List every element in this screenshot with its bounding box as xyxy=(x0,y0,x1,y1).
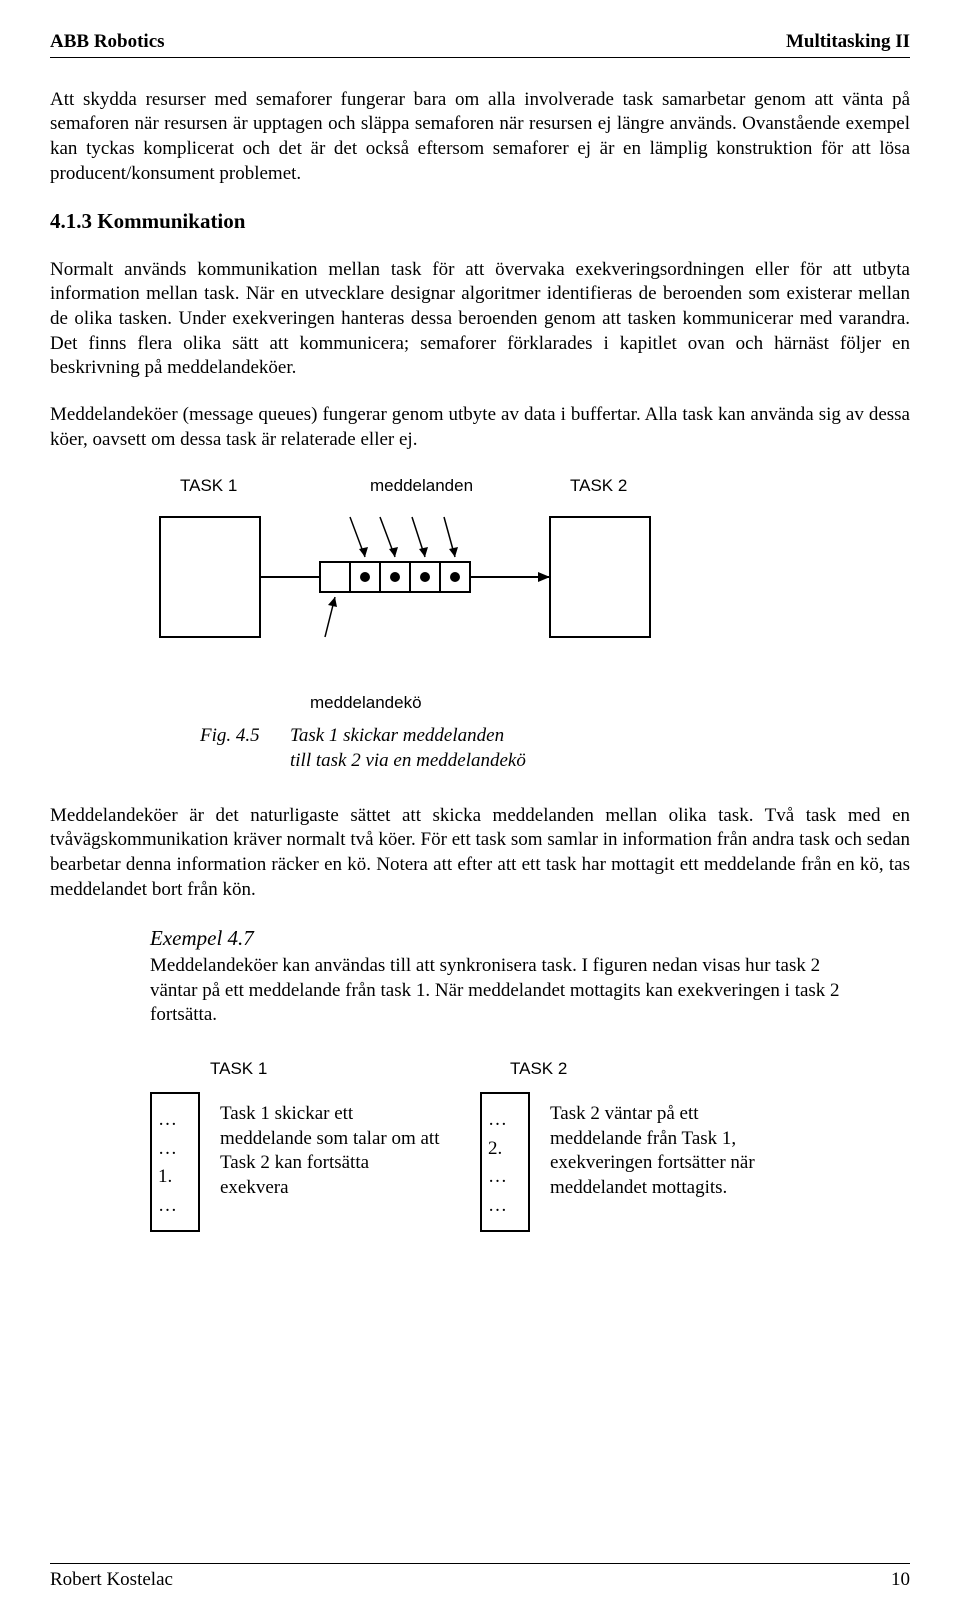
fig47-box2: … 2. … … xyxy=(480,1092,530,1232)
fig45-queue-label: meddelandekö xyxy=(310,692,910,714)
fig47-task1-label: TASK 1 xyxy=(210,1058,510,1080)
fig47-labels: TASK 1 TASK 2 xyxy=(150,1058,910,1080)
fig45-caption: Fig. 4.5 Task 1 skickar meddelanden till… xyxy=(200,724,910,773)
fig47-box1: … … 1. … xyxy=(150,1092,200,1232)
example-text: Meddelandeköer kan användas till att syn… xyxy=(150,954,870,1028)
fig45-task2-label: TASK 2 xyxy=(570,475,627,497)
page: ABB Robotics Multitasking II Att skydda … xyxy=(0,0,960,1613)
example-4-7: Exempel 4.7 Meddelandeköer kan användas … xyxy=(150,925,870,1028)
header-left: ABB Robotics xyxy=(50,30,165,55)
paragraph-1: Att skydda resurser med semaforer funger… xyxy=(50,88,910,187)
fig45-arrowhead xyxy=(538,572,550,582)
fig47-task2-label: TASK 2 xyxy=(510,1058,567,1080)
fig45-caption-text: Task 1 skickar meddelanden till task 2 v… xyxy=(290,724,526,773)
fig45-task2-box xyxy=(550,517,650,637)
fig45-middle-label: meddelanden xyxy=(370,475,570,497)
paragraph-2: Normalt används kommunikation mellan tas… xyxy=(50,258,910,381)
page-footer: Robert Kostelac 10 xyxy=(50,1563,910,1593)
fig45-svg xyxy=(150,507,710,677)
example-title: Exempel 4.7 xyxy=(150,925,870,952)
figure-4-7: TASK 1 TASK 2 … … 1. … Task 1 skickar et… xyxy=(150,1058,910,1232)
fig45-arrows-down xyxy=(350,517,458,557)
page-header: ABB Robotics Multitasking II xyxy=(50,30,910,58)
footer-right: 10 xyxy=(891,1568,910,1593)
figure-4-5: TASK 1 meddelanden TASK 2 xyxy=(50,475,910,774)
header-right: Multitasking II xyxy=(786,30,910,55)
fig45-task1-label: TASK 1 xyxy=(180,475,370,497)
fig45-caption-label: Fig. 4.5 xyxy=(200,724,290,773)
fig45-queue xyxy=(320,562,470,592)
footer-left: Robert Kostelac xyxy=(50,1568,173,1593)
fig47-desc2: Task 2 väntar på ett meddelande från Tas… xyxy=(550,1092,770,1201)
paragraph-3: Meddelandeköer (message queues) fungerar… xyxy=(50,403,910,452)
fig47-row: … … 1. … Task 1 skickar ett meddelande s… xyxy=(150,1092,910,1232)
section-heading: 4.1.3 Kommunikation xyxy=(50,208,910,235)
fig45-task1-box xyxy=(160,517,260,637)
fig45-top-labels: TASK 1 meddelanden TASK 2 xyxy=(180,475,910,497)
fig45-arrow-up xyxy=(325,597,337,637)
paragraph-4: Meddelandeköer är det naturligaste sätte… xyxy=(50,804,910,903)
fig47-desc1: Task 1 skickar ett meddelande som talar … xyxy=(220,1092,440,1201)
